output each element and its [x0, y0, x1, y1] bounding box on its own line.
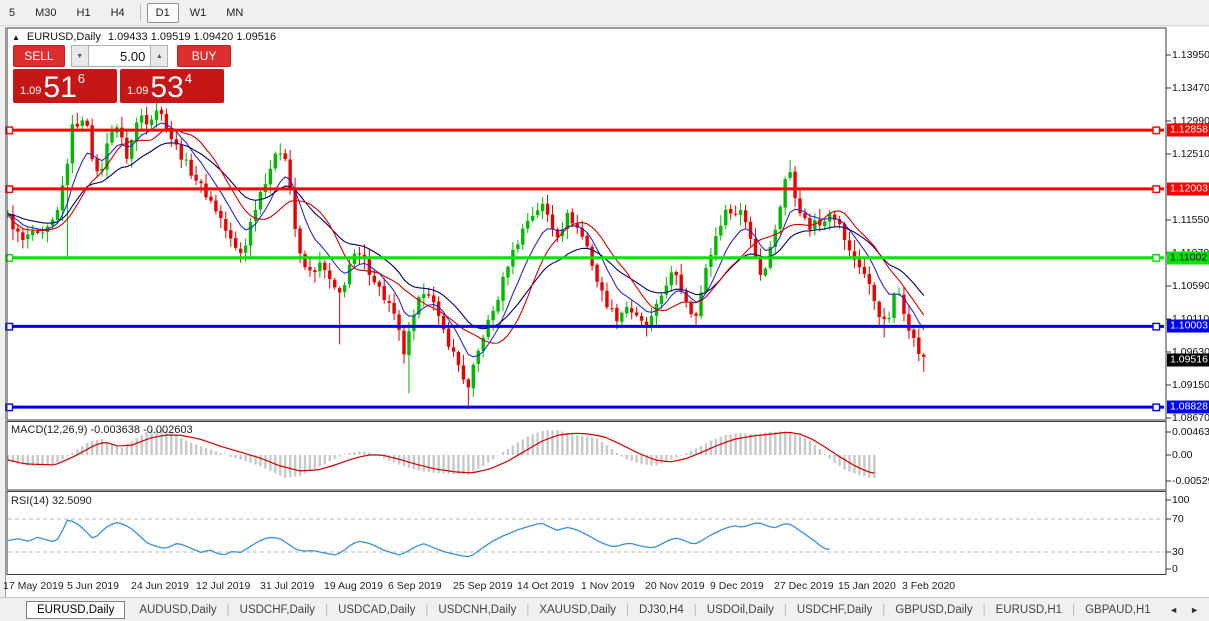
chevron-up-icon: ▲ — [155, 52, 163, 60]
collapse-panel-icon[interactable]: ▲ — [12, 32, 20, 42]
symbol-tab-usdcad-daily[interactable]: USDCAD,Daily — [338, 603, 416, 616]
sell-button[interactable]: SELL — [13, 45, 65, 67]
rsi-value: 32.5090 — [51, 495, 92, 507]
symbol-tab-gbpaud-h1[interactable]: GBPAUD,H1 — [1085, 603, 1151, 616]
tab-separator: | — [626, 603, 630, 616]
symbol-tab-usdcnh-daily[interactable]: USDCNH,Daily — [438, 603, 517, 616]
tab-separator: | — [783, 603, 787, 616]
tab-separator: | — [982, 603, 986, 616]
macd-signal-value: -0.002603 — [143, 424, 193, 436]
tab-scroll-arrows: ◄ ► — [1169, 605, 1199, 615]
volume-input[interactable]: 5.00 — [88, 45, 151, 67]
symbol-tab-gbpusd-daily[interactable]: GBPUSD,Daily — [895, 603, 973, 616]
chevron-down-icon: ▼ — [76, 52, 84, 60]
rsi-label: RSI(14) 32.5090 — [11, 495, 92, 507]
macd-label: MACD(12,26,9) -0.003638 -0.002603 — [11, 424, 193, 436]
sell-price-big: 51 — [43, 71, 77, 104]
tab-separator: | — [325, 603, 329, 616]
buy-button[interactable]: BUY — [177, 45, 232, 67]
symbol-tab-eurusd-daily[interactable]: EURUSD,Daily — [26, 600, 126, 619]
chart-ohlc-values: 1.09433 1.09519 1.09420 1.09516 — [107, 31, 277, 43]
buy-price-pip: 4 — [184, 71, 193, 86]
buy-price-box[interactable]: 1.09 53 4 — [120, 69, 224, 103]
macd-title: MACD(12,26,9) — [11, 424, 88, 436]
timeframe-w1-button[interactable]: W1 — [189, 6, 207, 19]
tab-separator: | — [1072, 603, 1076, 616]
sell-price-pip: 6 — [77, 71, 86, 86]
sell-price-prefix: 1.09 — [20, 85, 42, 97]
chart-title: ▲ EURUSD,Daily 1.09433 1.09519 1.09420 1… — [12, 31, 276, 43]
one-click-trade-panel: SELL ▼ 5.00 ▲ BUY 1.09 51 6 1.09 53 4 — [13, 45, 232, 103]
symbol-tab-xauusd-daily[interactable]: XAUUSD,Daily — [539, 603, 617, 616]
timeframe-h1-button[interactable]: H1 — [76, 6, 91, 19]
volume-decrease-button[interactable]: ▼ — [70, 45, 89, 67]
tab-separator: | — [526, 603, 530, 616]
tab-separator: | — [425, 603, 429, 616]
symbol-tab-usdchf-daily[interactable]: USDCHF,Daily — [239, 603, 316, 616]
symbol-tab-bar: EURUSD,Daily AUDUSD,Daily | USDCHF,Daily | US… — [0, 597, 1209, 621]
symbol-tab-dj30-h4[interactable]: DJ30,H4 — [639, 603, 684, 616]
timeframe-m30-button[interactable]: M30 — [35, 6, 57, 19]
timeframe-m5-button[interactable]: 5 — [9, 6, 16, 19]
symbol-tab-usdoil-daily[interactable]: USDOil,Daily — [706, 603, 774, 616]
macd-main-value: -0.003638 — [90, 424, 141, 436]
timeframe-toolbar: 5 M30 H1 H4 D1 W1 MN — [0, 0, 1209, 26]
symbol-tab-eurusd-h1[interactable]: EURUSD,H1 — [995, 603, 1063, 616]
buy-price-big: 53 — [150, 71, 184, 104]
tab-scroll-right-icon[interactable]: ► — [1190, 604, 1199, 615]
timeframe-h4-button[interactable]: H4 — [110, 6, 125, 19]
sell-price-box[interactable]: 1.09 51 6 — [13, 69, 117, 103]
tab-separator: | — [226, 603, 230, 616]
symbol-tab-usdchf-daily[interactable]: USDCHF,Daily — [796, 603, 873, 616]
buy-price-prefix: 1.09 — [127, 85, 149, 97]
symbol-tab-audusd-daily[interactable]: AUDUSD,Daily — [139, 603, 217, 616]
timeframe-d1-button[interactable]: D1 — [146, 2, 179, 23]
tab-separator: | — [882, 603, 886, 616]
timeframe-mn-button[interactable]: MN — [226, 6, 244, 19]
chart-symbol-period: EURUSD,Daily — [26, 31, 101, 43]
tab-scroll-left-icon[interactable]: ◄ — [1169, 604, 1179, 615]
toolbar-separator — [139, 4, 141, 21]
volume-increase-button[interactable]: ▲ — [150, 45, 169, 67]
tab-separator: | — [693, 603, 697, 616]
rsi-title: RSI(14) — [11, 495, 49, 507]
